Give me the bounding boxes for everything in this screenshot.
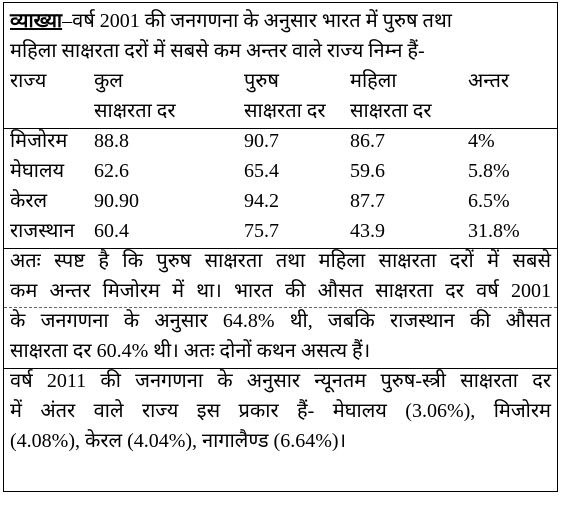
text-line: वर्ष 2011 की जनगणना के अनुसार न्यूनतम पु…	[10, 370, 551, 392]
text: –वर्ष 2001 की जनगणना के अनुसार भारत में …	[62, 10, 452, 32]
text-line: के जनगणना के अनुसार 64.8% थी, जबकि राजस्…	[10, 310, 551, 332]
cell: 87.7	[350, 190, 385, 212]
text-line: व्याख्या–वर्ष 2001 की जनगणना के अनुसार भ…	[10, 6, 551, 36]
table-row: मिजोरम 88.8 90.7 86.7 4%	[10, 126, 551, 156]
divider	[4, 248, 557, 249]
text-line: साक्षरता दर 60.4% थी। अतः दोनों कथन असत्…	[10, 340, 371, 362]
header-cell: साक्षरता दर	[350, 100, 432, 122]
cell: 59.6	[350, 160, 385, 182]
cell: 88.8	[94, 130, 129, 152]
table-row: केरल 90.90 94.2 87.7 6.5%	[10, 186, 551, 216]
cell: मेघालय	[10, 160, 65, 182]
header-cell: अन्तर	[468, 70, 510, 92]
cell: 65.4	[244, 160, 279, 182]
divider	[4, 307, 557, 308]
cell: 60.4	[94, 220, 129, 242]
cell: केरल	[10, 190, 48, 212]
cell: 5.8%	[468, 160, 510, 182]
header-cell: महिला	[350, 70, 397, 92]
cell: 43.9	[350, 220, 385, 242]
cell: 31.8%	[468, 220, 520, 242]
table-row: राजस्थान 60.4 75.7 43.9 31.8%	[10, 216, 551, 246]
cell: 6.5%	[468, 190, 510, 212]
text-line: कम अन्तर मिजोरम में था। भारत की औसत साक्…	[10, 280, 551, 302]
text-line: महिला साक्षरता दरों में सबसे कम अन्तर वा…	[10, 40, 425, 62]
cell: 94.2	[244, 190, 279, 212]
cell: राजस्थान	[10, 220, 75, 242]
text-line: (4.08%), केरल (4.04%), नागालैण्ड (6.64%)…	[10, 430, 347, 452]
explanation-label: व्याख्या	[10, 10, 63, 32]
cell: 4%	[468, 130, 495, 152]
text-line: अतः स्पष्ट है कि पुरुष साक्षरता तथा महिल…	[10, 250, 551, 272]
cell: मिजोरम	[10, 130, 68, 152]
header-cell: साक्षरता दर	[94, 100, 176, 122]
divider	[4, 128, 557, 129]
header-cell: पुरुष	[244, 70, 279, 92]
divider	[4, 368, 557, 369]
header-cell: साक्षरता दर	[244, 100, 326, 122]
table-header-row: साक्षरता दर साक्षरता दर साक्षरता दर	[10, 96, 551, 126]
header-cell: राज्य	[10, 70, 47, 92]
text-line: में अंतर वाले राज्य इस प्रकार हैं- मेघाल…	[10, 400, 551, 422]
table-row: मेघालय 62.6 65.4 59.6 5.8%	[10, 156, 551, 186]
cell: 90.90	[94, 190, 139, 212]
cell: 86.7	[350, 130, 385, 152]
cell: 75.7	[244, 220, 279, 242]
explanation-box: व्याख्या–वर्ष 2001 की जनगणना के अनुसार भ…	[3, 2, 558, 492]
header-cell: कुल	[94, 70, 123, 92]
cell: 90.7	[244, 130, 279, 152]
table-header-row: राज्य कुल पुरुष महिला अन्तर	[10, 66, 551, 96]
cell: 62.6	[94, 160, 129, 182]
